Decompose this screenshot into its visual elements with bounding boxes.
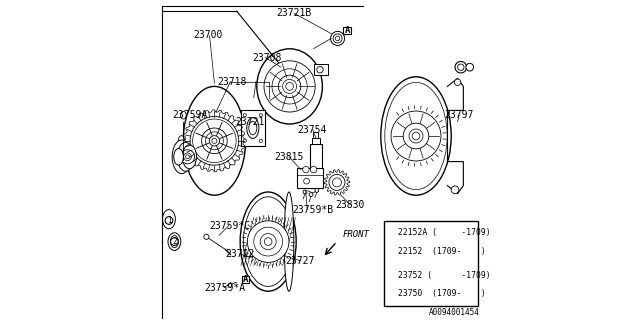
Circle shape (403, 123, 429, 149)
Circle shape (243, 114, 246, 117)
FancyBboxPatch shape (242, 276, 250, 283)
Ellipse shape (247, 117, 259, 138)
Ellipse shape (240, 192, 296, 291)
Circle shape (209, 136, 220, 146)
Circle shape (303, 166, 309, 173)
Text: 23830: 23830 (335, 200, 365, 210)
Text: 23718: 23718 (217, 76, 246, 87)
Text: A0094001454: A0094001454 (429, 308, 479, 317)
Circle shape (466, 63, 474, 71)
Bar (310, 144, 322, 171)
Bar (314, 64, 328, 75)
Circle shape (228, 284, 232, 287)
Ellipse shape (178, 136, 184, 146)
Circle shape (184, 153, 191, 161)
Text: 23759*B: 23759*B (292, 204, 334, 215)
Text: 23700: 23700 (193, 30, 223, 40)
Circle shape (286, 83, 293, 90)
Text: 23759*C: 23759*C (210, 220, 251, 231)
Ellipse shape (385, 82, 447, 189)
Circle shape (309, 193, 313, 196)
Bar (314, 132, 319, 138)
Circle shape (455, 61, 467, 73)
Ellipse shape (180, 163, 186, 170)
Circle shape (335, 36, 340, 41)
FancyBboxPatch shape (344, 27, 351, 34)
Bar (297, 168, 323, 188)
Text: A: A (243, 275, 248, 284)
Circle shape (310, 166, 317, 173)
Circle shape (278, 75, 301, 98)
Circle shape (315, 188, 319, 192)
Text: 23721: 23721 (236, 116, 264, 127)
Circle shape (412, 132, 420, 140)
Bar (241, 110, 265, 146)
Ellipse shape (168, 233, 181, 250)
Text: 23708: 23708 (252, 52, 281, 63)
Circle shape (458, 64, 464, 70)
Text: 22152  (1709-    ): 22152 (1709- ) (398, 247, 486, 256)
Circle shape (190, 116, 239, 165)
Text: 23712: 23712 (226, 249, 255, 260)
Ellipse shape (183, 86, 246, 195)
Circle shape (204, 234, 209, 239)
Circle shape (451, 186, 459, 194)
Ellipse shape (163, 210, 175, 229)
Circle shape (385, 280, 394, 289)
Circle shape (202, 128, 227, 154)
Text: A: A (344, 26, 350, 35)
Circle shape (454, 79, 461, 85)
Text: 23759A: 23759A (173, 110, 208, 120)
Ellipse shape (177, 142, 194, 171)
Text: 23750  (1709-    ): 23750 (1709- ) (398, 289, 486, 298)
Circle shape (331, 31, 345, 45)
Ellipse shape (174, 148, 184, 165)
Ellipse shape (249, 121, 257, 135)
Circle shape (170, 238, 178, 245)
Text: 2: 2 (172, 237, 177, 246)
Circle shape (243, 139, 246, 142)
Text: 23727: 23727 (285, 256, 315, 266)
Circle shape (391, 111, 441, 161)
Circle shape (165, 217, 173, 224)
Text: 2: 2 (388, 280, 392, 289)
Ellipse shape (182, 145, 196, 169)
Text: 23815: 23815 (275, 152, 304, 162)
Text: 23752 (      -1709): 23752 ( -1709) (398, 271, 491, 280)
Circle shape (180, 150, 195, 164)
Ellipse shape (284, 192, 294, 291)
Text: 23754: 23754 (298, 124, 327, 135)
Circle shape (385, 237, 394, 246)
Circle shape (264, 61, 316, 112)
Ellipse shape (257, 49, 323, 124)
Text: 1: 1 (166, 216, 172, 225)
Ellipse shape (172, 140, 191, 173)
Circle shape (333, 34, 342, 43)
Circle shape (303, 190, 307, 194)
Text: 23721B: 23721B (277, 8, 312, 18)
Text: 23797: 23797 (445, 110, 474, 120)
Text: 22152A (     -1709): 22152A ( -1709) (398, 228, 491, 237)
Ellipse shape (381, 77, 451, 195)
Circle shape (304, 178, 310, 184)
Ellipse shape (170, 236, 179, 248)
Circle shape (329, 174, 345, 190)
Circle shape (259, 139, 262, 142)
Ellipse shape (243, 197, 293, 286)
Circle shape (248, 221, 289, 262)
Circle shape (259, 114, 262, 117)
Circle shape (186, 155, 189, 159)
Circle shape (260, 234, 276, 250)
Ellipse shape (180, 111, 186, 119)
Circle shape (317, 67, 323, 73)
Text: 23759*A: 23759*A (205, 283, 246, 293)
Ellipse shape (316, 178, 323, 184)
Bar (384, 221, 479, 306)
Text: 1: 1 (388, 237, 392, 246)
Text: FRONT: FRONT (342, 230, 369, 239)
Bar (312, 138, 320, 144)
